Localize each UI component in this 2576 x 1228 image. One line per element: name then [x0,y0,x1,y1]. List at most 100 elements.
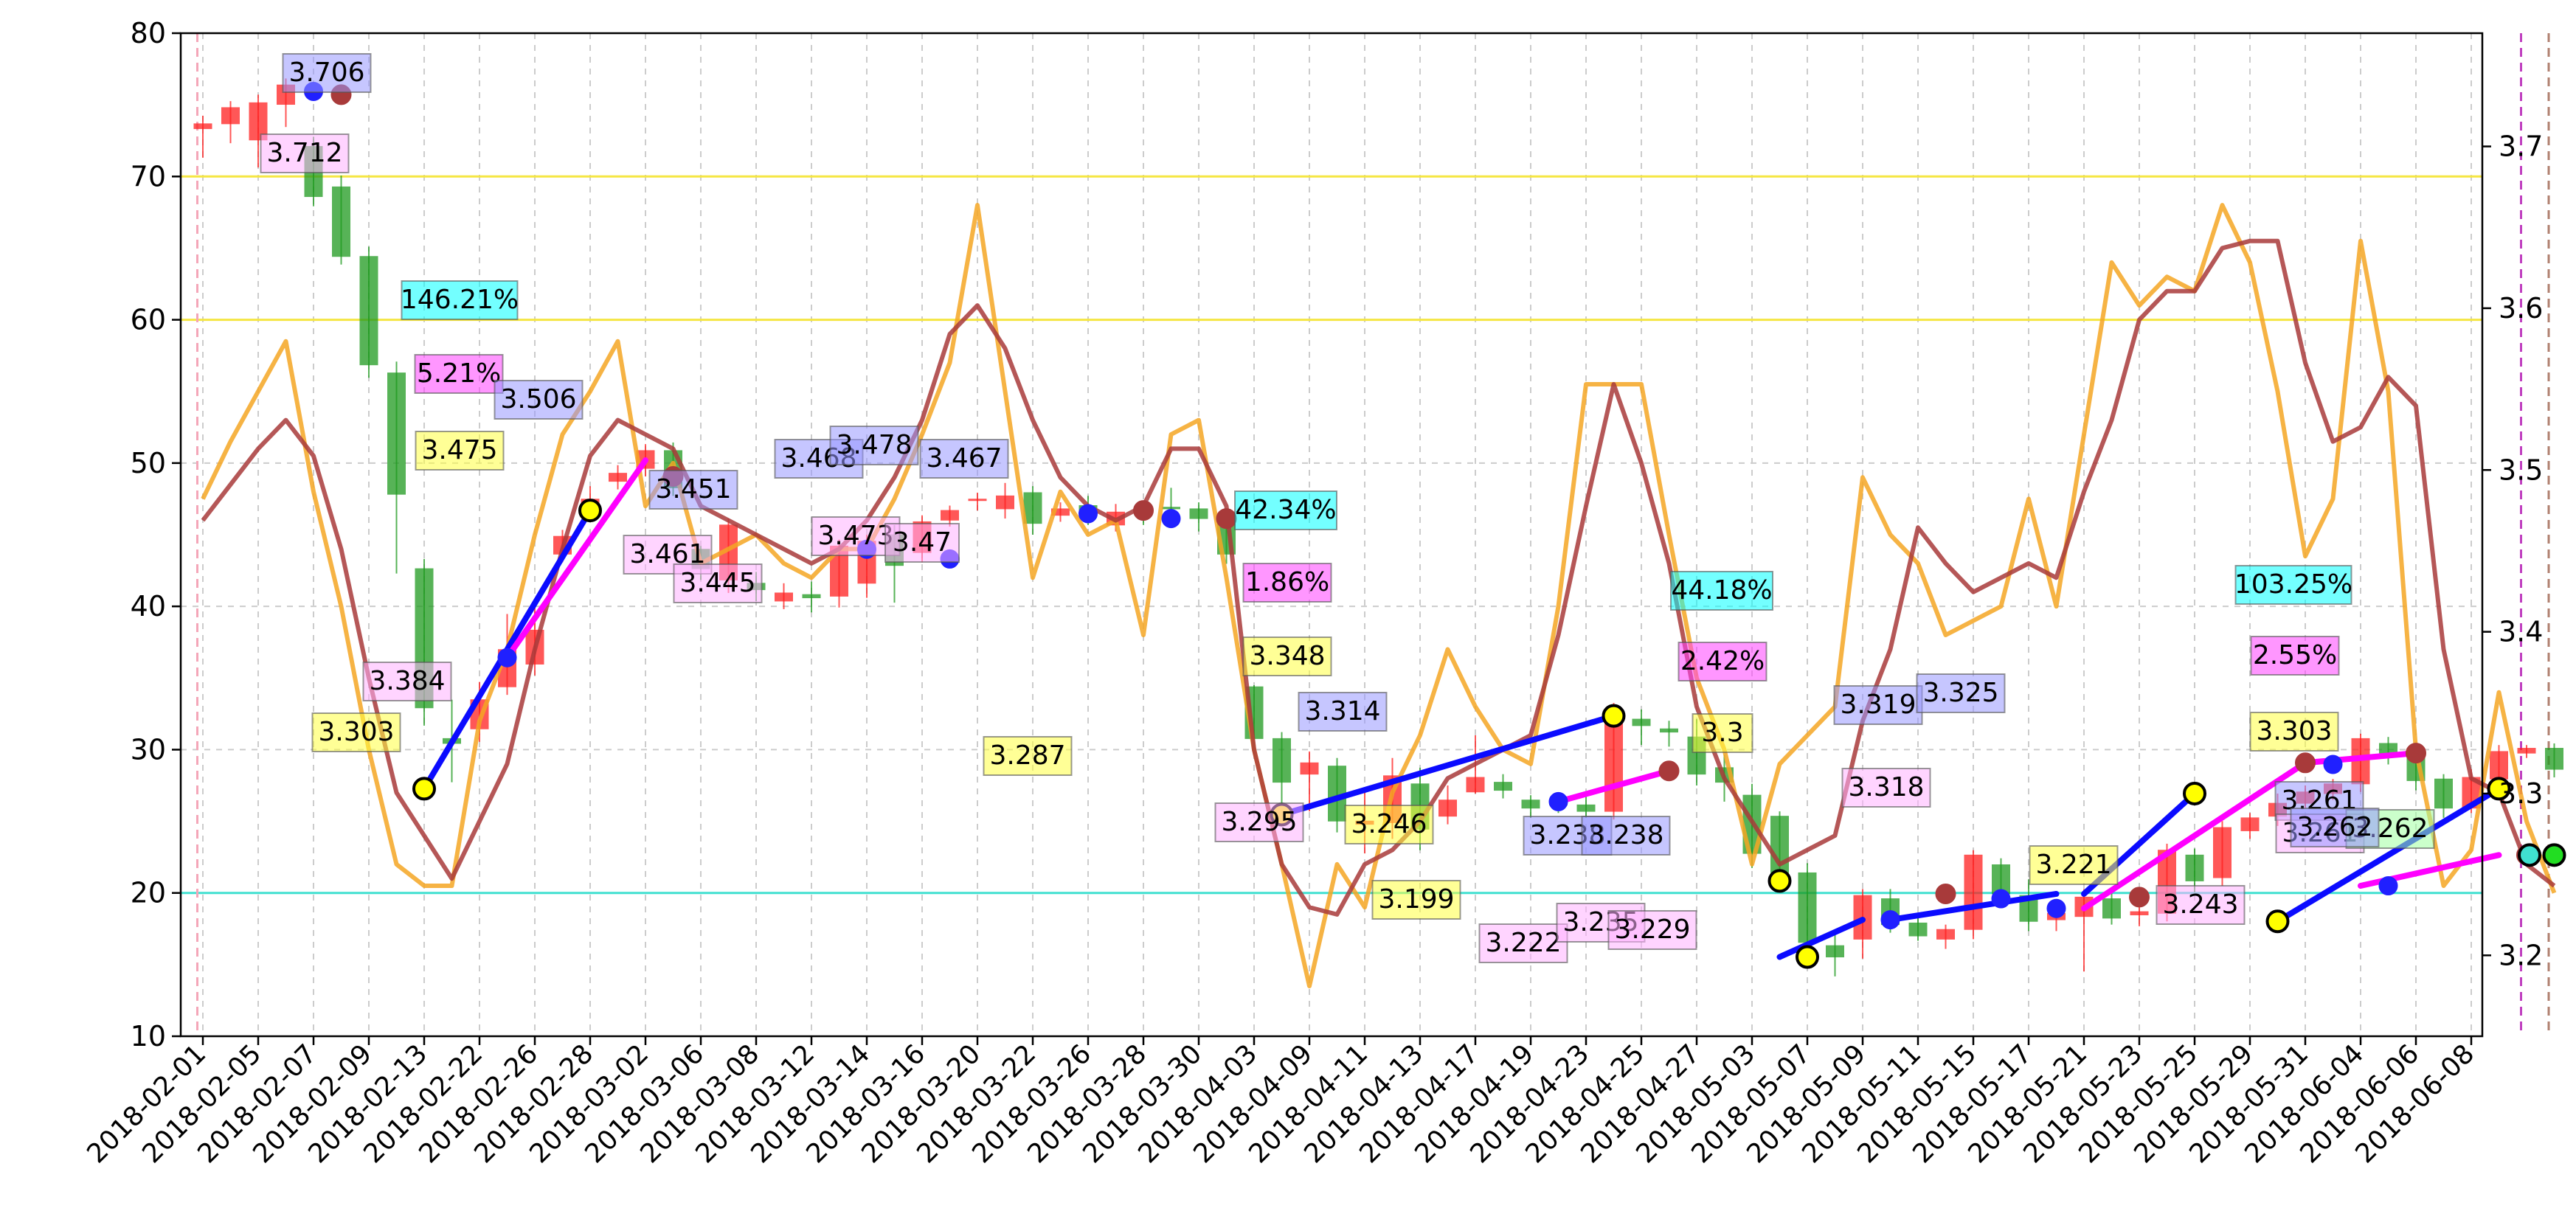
label-yellow-box [1344,805,1434,844]
label-pct-cyan-box [2234,565,2352,605]
candle-body [802,594,821,599]
candle-body [1162,507,1180,510]
candle-body [941,510,959,521]
indicator-lines [201,203,2557,988]
label-yellow: 3.475 [421,435,497,465]
candle-body [1466,777,1485,793]
label-high-box [282,53,372,93]
y-left-tick-label: 50 [131,447,166,479]
label-pct-cyan: 44.18% [1671,575,1772,606]
candle-body [1576,804,1596,812]
candle-body [1964,854,1983,930]
label-low: 3.47 [893,527,952,558]
candle-body [775,592,793,602]
vertical-lines [196,33,2550,1036]
orange-indicator-line [201,203,2557,988]
label-yellow: 3.303 [2256,716,2332,746]
label-high: 3.506 [500,384,576,414]
y-right-tick-label: 3.4 [2499,616,2543,648]
y-right-tick-label: 3.7 [2499,131,2543,163]
yellow-marker [2183,781,2206,805]
label-pct-magenta-box [1677,642,1767,681]
candle-body [2130,911,2149,915]
candle-body [1798,872,1817,943]
trend-segment [1887,890,2060,923]
y-right-tick-label: 3.5 [2499,454,2543,486]
trend-segment [504,457,648,661]
label-pct-cyan-box [1234,490,1337,530]
label-low-box [1214,802,1304,842]
brown-marker [2295,752,2316,774]
cyan-marker [2518,843,2541,867]
y-left-tick-label: 70 [131,160,166,192]
candle-body [1604,710,1623,812]
label-yellow-box [1692,713,1753,753]
blue-marker [2378,876,2398,895]
candle-body [2434,778,2453,809]
label-yellow-box [415,431,505,471]
label-high: 3.319 [1840,690,1916,720]
candle-body [968,499,987,502]
brown-marker [1658,760,1680,782]
trend-segment [1555,768,1672,805]
label-high-box [494,380,584,420]
label-high: 3.467 [926,443,1002,473]
yellow-marker [578,499,602,523]
candle-body [1189,508,1208,519]
y-left-tick-label: 10 [131,1020,166,1052]
candle-body [1300,762,1319,775]
label-low: 3.295 [1221,807,1297,837]
candle-body [1992,864,2010,895]
label-high: 3.451 [655,474,731,504]
blue-marker [1991,889,2011,909]
blue-marker [1078,504,1098,524]
brown-marker [1133,500,1154,521]
brown-marker [2129,887,2150,908]
candle-body [609,473,627,482]
label-pct-magenta-box [2250,636,2340,676]
yellow-marker [1767,869,1792,893]
label-yellow: 3.246 [1351,809,1427,839]
candle-body [221,107,240,125]
label-high-box [919,439,1009,479]
candle-body [1521,799,1540,809]
blue-marker [1548,791,1568,811]
candle-body [2240,817,2260,831]
trend-segment [1776,917,1866,960]
candle-body [1494,782,1512,791]
label-yellow: 3.3 [1701,718,1743,748]
candle-body [1632,718,1651,726]
label-pct-cyan-box [401,280,519,320]
trend-segment [2081,760,2308,912]
yellow-marker [2265,909,2290,934]
candle-body [2545,748,2563,770]
label-low: 3.222 [1485,928,1561,958]
label-high-box [829,426,919,465]
trend-segment [2302,750,2419,766]
label-high: 3.325 [1922,678,1998,708]
label-pct-cyan-box [1670,571,1773,611]
candle-body [1908,922,1928,937]
trend-segment [1278,712,1617,818]
label-yellow: 3.348 [1249,641,1325,671]
label-low-box [362,662,452,701]
label-yellow-box [2029,845,2119,885]
label-high-box [1833,685,1923,725]
label-high-box [1581,816,1671,856]
label-low: 3.243 [2162,889,2238,920]
label-pct-magenta-box [414,354,504,394]
yellow-marker [1796,945,1819,969]
label-pct-cyan: 42.34% [1235,495,1336,525]
candle-body [1770,816,1789,877]
brown-marker [1216,508,1237,530]
blue-marker [2046,898,2066,918]
label-pct-magenta-box [1242,563,1332,603]
trend-segment [2274,785,2502,925]
y-left-tick-label: 80 [131,17,166,49]
label-low-box [673,563,763,603]
candle-body [359,256,378,366]
trend-segments [421,457,2502,960]
label-pct-cyan: 146.21% [401,285,519,315]
candle-body [2517,748,2536,754]
